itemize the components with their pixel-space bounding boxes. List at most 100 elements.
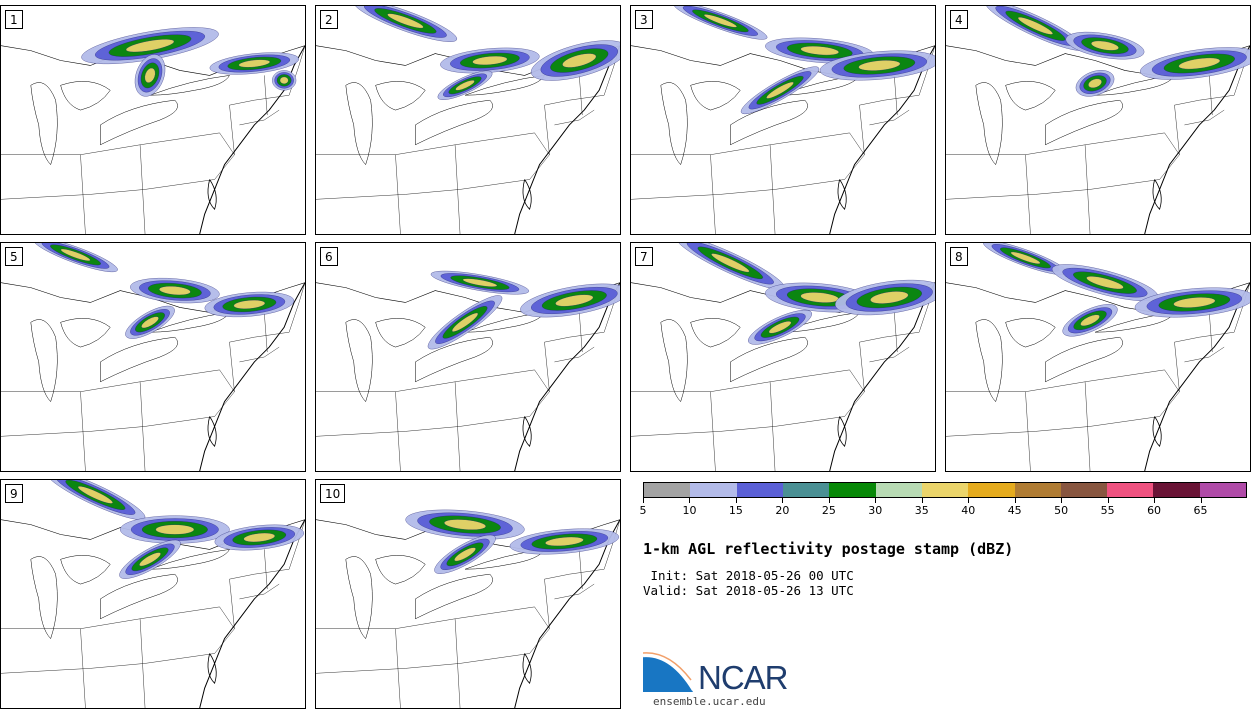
colorbar-segment — [875, 483, 922, 497]
basemap — [316, 6, 620, 234]
reflectivity-cell — [748, 309, 812, 345]
colorbar-segment — [644, 483, 691, 497]
reflectivity-cell — [509, 528, 619, 555]
colorbar-segment — [782, 483, 830, 497]
colorbar-segment — [829, 483, 876, 497]
reflectivity-cell — [204, 291, 295, 318]
colorbar-segment — [921, 483, 969, 497]
reflectivity-cell — [1134, 287, 1250, 318]
reflectivity-cell — [819, 50, 935, 81]
member-panel-8: 8 — [945, 242, 1251, 472]
init-time: Init: Sat 2018-05-26 00 UTC — [643, 568, 854, 583]
colorbar-segment — [968, 483, 1015, 497]
colorbar-tick-label: 60 — [1147, 504, 1162, 517]
colorbar-tick — [875, 498, 877, 503]
member-number-label: 5 — [5, 247, 23, 266]
colorbar-tick-label: 30 — [868, 504, 883, 517]
colorbar-segment — [1060, 483, 1108, 497]
member-number-label: 2 — [320, 10, 338, 29]
colorbar-tick-label: 5 — [639, 504, 647, 517]
reflectivity-cell — [119, 539, 181, 579]
basemap — [631, 243, 935, 471]
member-number-label: 10 — [320, 484, 346, 503]
reflectivity-cell — [33, 243, 118, 273]
basemap — [946, 6, 1250, 234]
colorbar-tick-label: 50 — [1054, 504, 1069, 517]
colorbar-segment — [1199, 483, 1247, 497]
colorbar-tick — [968, 498, 970, 503]
reflectivity-cell — [740, 66, 820, 115]
colorbar-tick — [782, 498, 784, 503]
basemap — [1, 27, 305, 234]
member-panel-2: 2 — [315, 5, 621, 235]
reflectivity-cell — [1140, 47, 1250, 80]
reflectivity-cell — [834, 279, 935, 316]
member-number-label: 1 — [5, 10, 23, 29]
reflectivity-cell — [272, 70, 297, 91]
colorbar-tick-label: 45 — [1007, 504, 1022, 517]
colorbar-tick — [828, 498, 830, 503]
basemap — [316, 270, 620, 471]
colorbar-tick-label: 10 — [682, 504, 697, 517]
member-number-label: 9 — [5, 484, 23, 503]
reflectivity-cell — [520, 283, 620, 318]
reflectivity-cell — [440, 47, 540, 74]
member-panel-5: 5 — [0, 242, 306, 472]
reflectivity-cell — [125, 305, 175, 339]
reflectivity-cell — [353, 6, 458, 42]
colorbar-tick-label: 20 — [775, 504, 790, 517]
colorbar-tick-label: 15 — [728, 504, 743, 517]
reflectivity-cell — [1062, 304, 1118, 337]
colorbar-tick — [1061, 498, 1063, 503]
member-panel-10: 10 — [315, 479, 621, 709]
colorbar-tick-label: 65 — [1193, 504, 1208, 517]
colorbar-tick — [1014, 498, 1016, 503]
reflectivity-cell — [983, 243, 1068, 275]
reflectivity-cell — [673, 6, 768, 40]
reflectivity-cell — [209, 52, 299, 75]
reflectivity-cell — [430, 270, 530, 295]
valid-time: Valid: Sat 2018-05-26 13 UTC — [643, 583, 854, 598]
member-number-label: 3 — [635, 10, 653, 29]
basemap — [1, 480, 305, 708]
reflectivity-colorbar — [643, 482, 1247, 498]
member-number-label: 6 — [320, 247, 338, 266]
basemap — [316, 509, 620, 708]
reflectivity-cell — [81, 27, 219, 65]
reflectivity-cell — [130, 277, 220, 304]
member-panel-6: 6 — [315, 242, 621, 472]
colorbar-tick-label: 55 — [1100, 504, 1115, 517]
colorbar-tick — [921, 498, 923, 503]
basemap — [631, 6, 935, 234]
colorbar-tick — [1154, 498, 1156, 503]
basemap — [946, 243, 1250, 471]
reflectivity-cell — [1075, 70, 1115, 97]
reflectivity-cell — [434, 534, 496, 574]
reflectivity-cell — [676, 243, 785, 290]
colorbar-tick — [689, 498, 691, 503]
member-number-label: 7 — [635, 247, 653, 266]
colorbar-tick — [1200, 498, 1202, 503]
ncar-logo-icon — [643, 652, 695, 692]
reflectivity-cell — [530, 40, 620, 81]
member-panel-7: 7 — [630, 242, 936, 472]
colorbar-tick — [643, 498, 644, 503]
reflectivity-cell — [214, 524, 304, 551]
colorbar-segment — [736, 483, 783, 497]
colorbar-segment — [1107, 483, 1154, 497]
reflectivity-cell — [1051, 264, 1158, 301]
reflectivity-cell — [120, 515, 230, 544]
ncar-logo-text: NCAR — [698, 659, 789, 696]
reflectivity-cell — [405, 509, 525, 540]
member-panel-9: 9 — [0, 479, 306, 709]
site-url: ensemble.ucar.edu — [653, 695, 766, 708]
member-number-label: 4 — [950, 10, 968, 29]
reflectivity-cell — [427, 295, 503, 350]
colorbar-tick-label: 35 — [914, 504, 929, 517]
reflectivity-cell — [437, 70, 493, 100]
colorbar-tick-label: 40 — [961, 504, 976, 517]
plot-title: 1-km AGL reflectivity postage stamp (dBZ… — [643, 540, 1014, 558]
colorbar-tick-label: 25 — [821, 504, 836, 517]
reflectivity-cell — [45, 480, 146, 520]
colorbar-segment — [1014, 483, 1061, 497]
